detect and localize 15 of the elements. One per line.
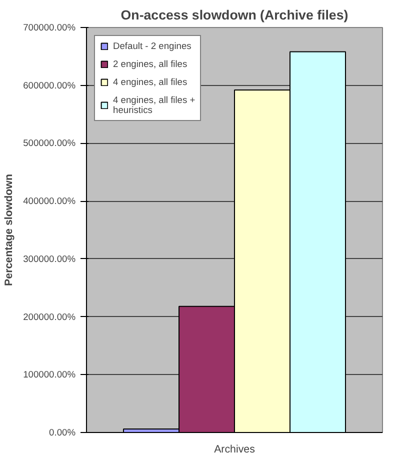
y-tick-label: 100000.00% (23, 370, 76, 380)
y-tick-label: 500000.00% (23, 138, 76, 148)
legend-label: 4 engines, all files + heuristics (113, 95, 196, 115)
y-tick-label: 0.00% (49, 428, 76, 438)
y-tick-label: 700000.00% (23, 22, 76, 32)
y-tick-label: 300000.00% (23, 254, 76, 264)
y-tick-label: 600000.00% (23, 80, 76, 90)
y-tick-label: 400000.00% (23, 196, 76, 206)
y-tick-label: 200000.00% (23, 312, 76, 322)
legend-label: 2 engines, all files (113, 59, 188, 69)
x-tick-label: Archives (214, 444, 255, 456)
y-axis-title: Percentage slowdown (3, 174, 16, 286)
legend-label: Default - 2 engines (113, 41, 192, 51)
legend-label: 4 engines, all files (113, 77, 188, 87)
chart-title: On-access slowdown (Archive files) (120, 8, 348, 22)
